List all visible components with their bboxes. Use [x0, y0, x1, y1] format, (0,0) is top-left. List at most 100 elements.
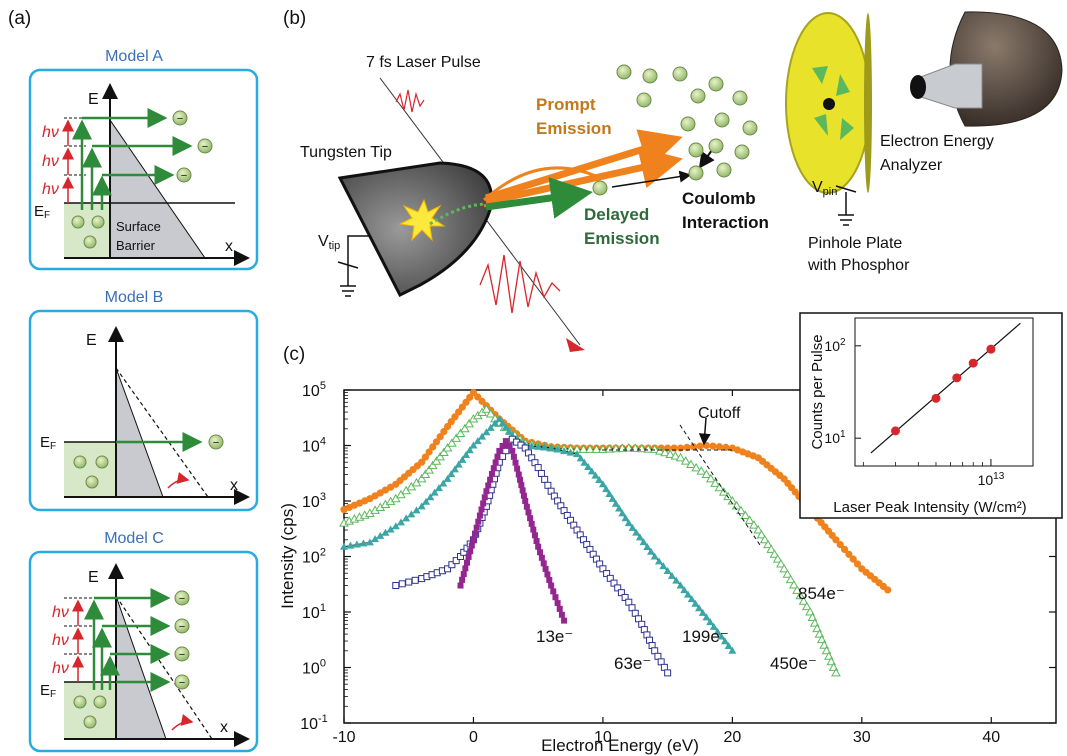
data-point	[340, 542, 348, 550]
data-point	[434, 484, 443, 492]
data-point	[698, 608, 707, 616]
tip-bias-circuit	[337, 235, 370, 297]
data-point	[840, 545, 849, 554]
data-point	[436, 433, 444, 441]
analyzer-label-2: Analyzer	[880, 157, 943, 174]
data-point	[418, 458, 426, 466]
data-point	[603, 570, 611, 578]
data-point	[798, 596, 809, 605]
fermi-label: EF	[40, 682, 56, 700]
inset-plot-frame	[854, 317, 1034, 467]
electrons: −	[73, 434, 224, 489]
data-point	[628, 523, 637, 531]
data-point	[573, 450, 582, 458]
data-point	[432, 438, 441, 446]
surface-barrier	[115, 595, 167, 740]
analyzer-nozzle	[917, 63, 983, 109]
data-point	[723, 491, 733, 501]
data-point	[776, 558, 786, 568]
data-point	[512, 459, 519, 466]
data-point	[595, 475, 604, 483]
data-point	[531, 532, 538, 539]
data-point	[533, 538, 540, 545]
data-point	[481, 404, 492, 413]
data-point	[396, 518, 405, 526]
data-point	[753, 525, 764, 534]
cutoff-slope	[679, 424, 761, 546]
data-point	[548, 582, 555, 589]
y-axis-title: Intensity (cps)	[278, 503, 297, 609]
inset-data-point	[931, 393, 941, 403]
x-ticks: -10 0 10 20 30 40	[332, 390, 1000, 746]
inset-data-point	[968, 358, 978, 368]
data-point	[412, 506, 421, 514]
data-point	[515, 471, 522, 478]
data-point	[552, 594, 559, 601]
model-c-frame	[28, 550, 259, 753]
data-point	[439, 447, 449, 456]
data-point	[691, 462, 701, 472]
prompt-label-2: Emission	[536, 119, 612, 138]
data-point	[483, 488, 490, 495]
data-point	[655, 446, 665, 455]
data-point	[566, 448, 575, 456]
data-point	[554, 600, 561, 607]
cutoff-label: Cutoff	[698, 405, 741, 422]
data-point	[584, 463, 593, 471]
data-point	[447, 438, 457, 447]
data-point	[469, 388, 478, 397]
data-point	[580, 458, 589, 466]
delayed-label-2: Emission	[584, 229, 660, 248]
data-point	[411, 576, 419, 584]
data-point	[473, 437, 482, 445]
data-point	[849, 555, 857, 563]
excitation-arrows	[84, 588, 171, 692]
data-point	[431, 456, 442, 465]
data-point	[546, 576, 553, 583]
data-point	[462, 565, 469, 572]
data-point	[665, 449, 676, 458]
series-2	[340, 415, 737, 654]
model-b: Model B E x EF −	[28, 289, 259, 512]
y-ticks: 10-1 100 101 102 103 104 105	[300, 380, 1056, 733]
data-point	[459, 423, 470, 433]
data-point	[615, 504, 624, 512]
field-lowered-barrier	[115, 595, 213, 740]
data-point	[405, 578, 413, 586]
y-tick-label: 10-1	[300, 713, 328, 733]
data-point	[611, 499, 620, 507]
series-label-199: 199e⁻	[682, 627, 729, 646]
data-point	[576, 454, 585, 462]
data-point	[709, 622, 718, 630]
field-arrow	[167, 472, 190, 489]
data-point	[696, 466, 707, 475]
data-point	[664, 669, 672, 677]
delayed-emission-dotted	[429, 202, 487, 226]
data-point	[469, 441, 478, 449]
x-tick-label: 30	[853, 729, 871, 746]
data-point	[496, 447, 503, 454]
pinhole	[823, 98, 835, 110]
data-point	[488, 470, 495, 477]
data-point	[736, 505, 746, 515]
data-point	[505, 427, 514, 435]
data-point	[884, 586, 892, 594]
x-tick-label: 0	[469, 729, 478, 746]
data-point	[683, 443, 691, 452]
data-point	[510, 453, 517, 460]
analyzer-aperture	[910, 75, 926, 99]
x-axis-label: x	[230, 477, 238, 494]
data-point	[624, 519, 633, 527]
data-point	[486, 423, 495, 431]
x-axis-label: x	[225, 238, 233, 255]
data-point	[502, 438, 509, 445]
data-point	[427, 460, 438, 470]
svg-text:−: −	[179, 677, 185, 689]
data-point	[715, 443, 724, 451]
data-point	[587, 467, 596, 475]
data-point	[518, 482, 525, 489]
data-point	[608, 494, 617, 502]
field-lowered-barrier	[115, 367, 209, 498]
data-point	[473, 524, 480, 531]
data-point	[506, 442, 513, 449]
